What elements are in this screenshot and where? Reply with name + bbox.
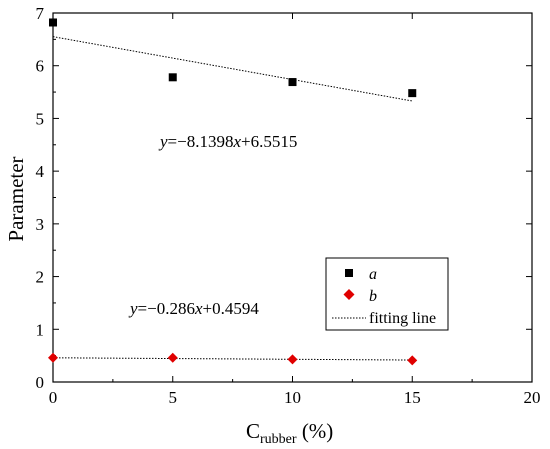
point-b — [167, 352, 178, 363]
x-tick-label: 5 — [169, 388, 178, 407]
point-a — [49, 18, 57, 27]
plot-border — [52, 12, 533, 383]
point-a — [288, 78, 297, 87]
x-tick-label: 0 — [49, 388, 58, 407]
equation-a: y=−8.1398x+6.5515 — [158, 132, 297, 151]
y-tick-label: 4 — [36, 162, 45, 181]
x-tick-label: 10 — [284, 388, 301, 407]
fit-line-a — [52, 36, 413, 102]
x-tick-label: 20 — [524, 388, 541, 407]
point-b — [48, 352, 58, 363]
data-points — [48, 18, 418, 366]
y-tick-label: 6 — [36, 57, 45, 76]
legend-label-b: b — [369, 288, 377, 305]
fit-lines — [52, 36, 413, 361]
fit-line-b — [52, 357, 413, 361]
y-axis-title: Parameter — [4, 156, 28, 241]
legend-label-a: a — [369, 266, 377, 283]
point-b — [287, 354, 298, 365]
legend-marker-b — [343, 289, 355, 300]
legend-label-fit: fitting line — [369, 310, 436, 327]
y-tick-label: 1 — [36, 320, 45, 339]
legend-marker-a — [345, 269, 353, 277]
y-tick-label: 7 — [36, 4, 45, 23]
y-tick-label: 5 — [36, 109, 45, 128]
x-axis-title: Crubber (%) — [246, 419, 333, 447]
y-tick-label: 0 — [36, 373, 45, 392]
point-a — [408, 89, 417, 98]
axis-ticks: 0 5 10 15 20 0 1 2 3 4 5 6 7 — [36, 4, 541, 407]
plot-area — [52, 12, 533, 383]
point-b — [407, 355, 418, 366]
equation-b: y=−0.286x+0.4594 — [128, 299, 259, 318]
y-tick-label: 2 — [36, 268, 45, 287]
x-tick-label: 15 — [404, 388, 421, 407]
point-a — [168, 73, 177, 82]
legend: a b fitting line — [325, 257, 449, 331]
y-tick-label: 3 — [36, 215, 45, 234]
